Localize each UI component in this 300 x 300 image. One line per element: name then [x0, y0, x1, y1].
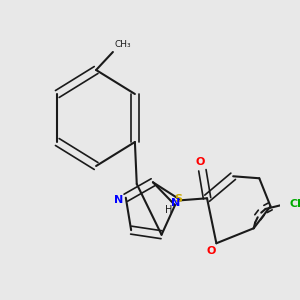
- Text: CH₃: CH₃: [115, 40, 131, 49]
- Text: O: O: [196, 157, 205, 167]
- Text: S: S: [174, 194, 182, 204]
- Text: N: N: [114, 195, 123, 205]
- Text: Cl: Cl: [290, 199, 300, 209]
- Text: H: H: [165, 205, 172, 215]
- Text: O: O: [206, 246, 215, 256]
- Text: N: N: [171, 198, 180, 208]
